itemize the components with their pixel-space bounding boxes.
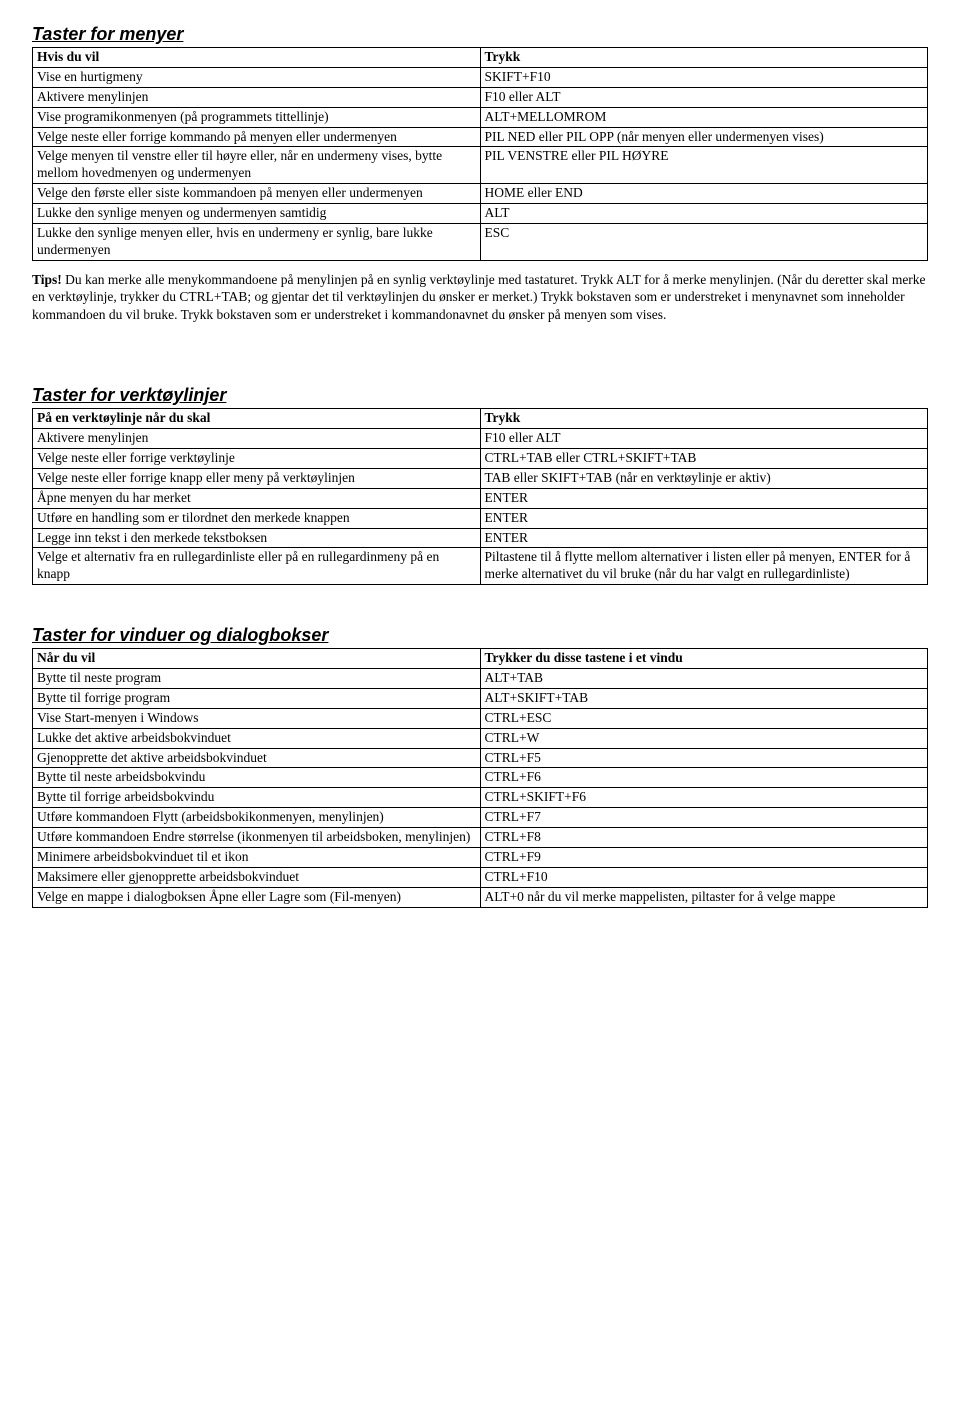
table-cell: Åpne menyen du har merket xyxy=(33,488,481,508)
table-row: Velge neste eller forrige knapp eller me… xyxy=(33,468,928,488)
table-cell: ALT+MELLOMROM xyxy=(480,107,928,127)
table-row: Utføre kommandoen Flytt (arbeidsbokikonm… xyxy=(33,808,928,828)
table-header-cell: Når du vil xyxy=(33,649,481,669)
tip-paragraph: Tips! Du kan merke alle menykommandoene … xyxy=(32,271,928,324)
table-row: Velge neste eller forrige kommando på me… xyxy=(33,127,928,147)
table-row: Velge en mappe i dialogboksen Åpne eller… xyxy=(33,887,928,907)
table-row: Legge inn tekst i den merkede tekstbokse… xyxy=(33,528,928,548)
section3-table: Når du vilTrykker du disse tastene i et … xyxy=(32,648,928,907)
table-header-cell: På en verktøylinje når du skal xyxy=(33,409,481,429)
section1-table: Hvis du vilTrykkVise en hurtigmenySKIFT+… xyxy=(32,47,928,261)
table-row: Velge neste eller forrige verktøylinjeCT… xyxy=(33,449,928,469)
table-cell: Velge neste eller forrige verktøylinje xyxy=(33,449,481,469)
table-row: Maksimere eller gjenopprette arbeidsbokv… xyxy=(33,867,928,887)
table-cell: CTRL+F5 xyxy=(480,748,928,768)
table-cell: ALT+SKIFT+TAB xyxy=(480,688,928,708)
table-cell: CTRL+TAB eller CTRL+SKIFT+TAB xyxy=(480,449,928,469)
table-row: Aktivere menylinjenF10 eller ALT xyxy=(33,87,928,107)
table-cell: Vise Start-menyen i Windows xyxy=(33,708,481,728)
table-cell: Piltastene til å flytte mellom alternati… xyxy=(480,548,928,585)
table-cell: CTRL+F9 xyxy=(480,847,928,867)
table-header-cell: Hvis du vil xyxy=(33,48,481,68)
table-cell: SKIFT+F10 xyxy=(480,67,928,87)
table-cell: ESC xyxy=(480,223,928,260)
table-cell: Minimere arbeidsbokvinduet til et ikon xyxy=(33,847,481,867)
table-cell: Velge en mappe i dialogboksen Åpne eller… xyxy=(33,887,481,907)
table-cell: Bytte til forrige program xyxy=(33,688,481,708)
table-cell: ALT+TAB xyxy=(480,669,928,689)
table-cell: CTRL+SKIFT+F6 xyxy=(480,788,928,808)
table-cell: CTRL+W xyxy=(480,728,928,748)
table-cell: PIL VENSTRE eller PIL HØYRE xyxy=(480,147,928,184)
table-cell: Vise en hurtigmeny xyxy=(33,67,481,87)
table-row: Minimere arbeidsbokvinduet til et ikonCT… xyxy=(33,847,928,867)
table-header-cell: Trykker du disse tastene i et vindu xyxy=(480,649,928,669)
table-row: Velge menyen til venstre eller til høyre… xyxy=(33,147,928,184)
table-row: Åpne menyen du har merketENTER xyxy=(33,488,928,508)
table-cell: Velge den første eller siste kommandoen … xyxy=(33,184,481,204)
table-row: Lukke den synlige menyen eller, hvis en … xyxy=(33,223,928,260)
table-row: Utføre en handling som er tilordnet den … xyxy=(33,508,928,528)
table-cell: Bytte til neste program xyxy=(33,669,481,689)
section2-table: På en verktøylinje når du skalTrykkAktiv… xyxy=(32,408,928,585)
table-row: Velge et alternativ fra en rullegardinli… xyxy=(33,548,928,585)
tip-label: Tips! xyxy=(32,272,62,287)
section1-title: Taster for menyer xyxy=(32,24,928,45)
table-cell: HOME eller END xyxy=(480,184,928,204)
table-cell: Utføre kommandoen Flytt (arbeidsbokikonm… xyxy=(33,808,481,828)
table-cell: Utføre kommandoen Endre størrelse (ikonm… xyxy=(33,828,481,848)
table-cell: CTRL+F7 xyxy=(480,808,928,828)
table-row: Lukke den synlige menyen og undermenyen … xyxy=(33,204,928,224)
table-row: Aktivere menylinjenF10 eller ALT xyxy=(33,429,928,449)
table-cell: Velge neste eller forrige knapp eller me… xyxy=(33,468,481,488)
table-cell: Lukke den synlige menyen eller, hvis en … xyxy=(33,223,481,260)
table-row: Gjenopprette det aktive arbeidsbokvindue… xyxy=(33,748,928,768)
table-cell: TAB eller SKIFT+TAB (når en verktøylinje… xyxy=(480,468,928,488)
table-cell: Aktivere menylinjen xyxy=(33,429,481,449)
table-cell: ENTER xyxy=(480,528,928,548)
table-cell: CTRL+F6 xyxy=(480,768,928,788)
table-cell: Maksimere eller gjenopprette arbeidsbokv… xyxy=(33,867,481,887)
table-cell: ALT xyxy=(480,204,928,224)
tip-text: Du kan merke alle menykommandoene på men… xyxy=(32,272,926,322)
table-cell: Utføre en handling som er tilordnet den … xyxy=(33,508,481,528)
table-row: Vise Start-menyen i WindowsCTRL+ESC xyxy=(33,708,928,728)
table-header-cell: Trykk xyxy=(480,48,928,68)
table-cell: Velge neste eller forrige kommando på me… xyxy=(33,127,481,147)
table-cell: Vise programikonmenyen (på programmets t… xyxy=(33,107,481,127)
table-row: Lukke det aktive arbeidsbokvinduetCTRL+W xyxy=(33,728,928,748)
table-cell: CTRL+F8 xyxy=(480,828,928,848)
table-row: Bytte til forrige programALT+SKIFT+TAB xyxy=(33,688,928,708)
table-cell: F10 eller ALT xyxy=(480,429,928,449)
table-row: Vise en hurtigmenySKIFT+F10 xyxy=(33,67,928,87)
table-row: Velge den første eller siste kommandoen … xyxy=(33,184,928,204)
table-cell: ALT+0 når du vil merke mappelisten, pilt… xyxy=(480,887,928,907)
table-cell: Velge et alternativ fra en rullegardinli… xyxy=(33,548,481,585)
table-cell: CTRL+F10 xyxy=(480,867,928,887)
table-cell: ENTER xyxy=(480,488,928,508)
table-cell: Lukke den synlige menyen og undermenyen … xyxy=(33,204,481,224)
table-row: Utføre kommandoen Endre størrelse (ikonm… xyxy=(33,828,928,848)
table-cell: Aktivere menylinjen xyxy=(33,87,481,107)
table-row: Bytte til forrige arbeidsbokvinduCTRL+SK… xyxy=(33,788,928,808)
section3-title: Taster for vinduer og dialogbokser xyxy=(32,625,928,646)
table-cell: Bytte til forrige arbeidsbokvindu xyxy=(33,788,481,808)
table-cell: ENTER xyxy=(480,508,928,528)
table-row: Bytte til neste arbeidsbokvinduCTRL+F6 xyxy=(33,768,928,788)
table-cell: Velge menyen til venstre eller til høyre… xyxy=(33,147,481,184)
table-header-cell: Trykk xyxy=(480,409,928,429)
section2-title: Taster for verktøylinjer xyxy=(32,385,928,406)
table-cell: Lukke det aktive arbeidsbokvinduet xyxy=(33,728,481,748)
table-cell: F10 eller ALT xyxy=(480,87,928,107)
table-cell: Legge inn tekst i den merkede tekstbokse… xyxy=(33,528,481,548)
table-cell: Bytte til neste arbeidsbokvindu xyxy=(33,768,481,788)
table-cell: PIL NED eller PIL OPP (når menyen eller … xyxy=(480,127,928,147)
table-row: Bytte til neste programALT+TAB xyxy=(33,669,928,689)
table-cell: Gjenopprette det aktive arbeidsbokvindue… xyxy=(33,748,481,768)
table-cell: CTRL+ESC xyxy=(480,708,928,728)
table-row: Vise programikonmenyen (på programmets t… xyxy=(33,107,928,127)
